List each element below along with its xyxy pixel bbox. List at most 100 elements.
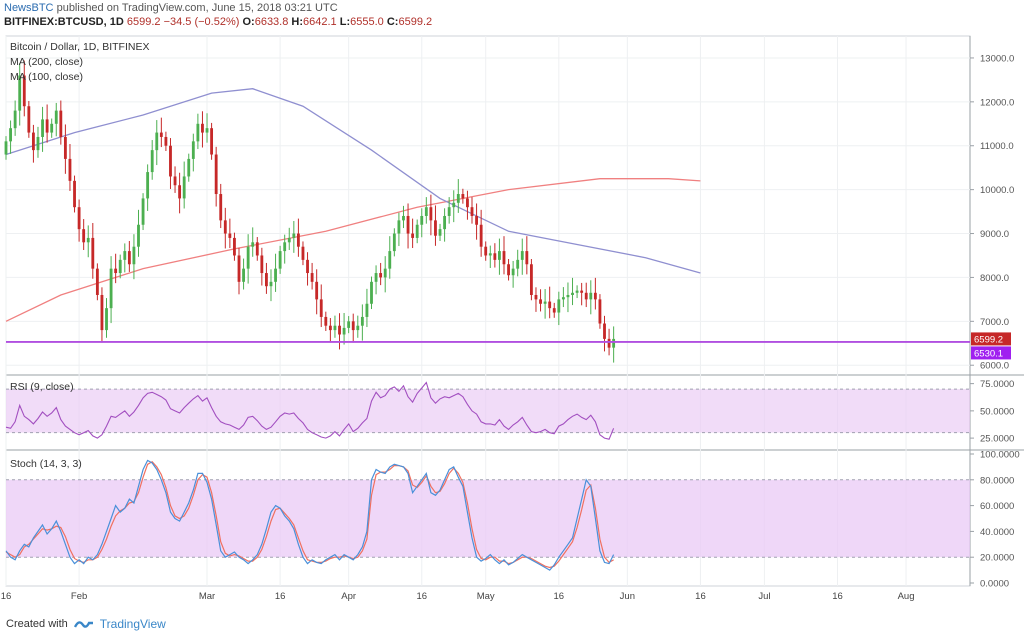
price-candle <box>18 62 22 126</box>
stoch-tick-label: 80.0000 <box>980 475 1014 486</box>
candle-body <box>123 251 127 260</box>
candle-body <box>356 325 360 331</box>
price-candle <box>392 228 396 257</box>
candle-body <box>82 229 86 243</box>
candle-body <box>402 215 405 221</box>
price-candle <box>228 218 232 249</box>
candle-body <box>164 136 168 146</box>
candle-body <box>41 119 44 137</box>
candle-body <box>443 215 447 230</box>
price-candle <box>118 254 122 279</box>
high-value: 6642.1 <box>303 16 337 28</box>
candle-body <box>575 290 579 293</box>
x-tick-label: Feb <box>71 591 87 602</box>
stoch-tick-label: 40.0000 <box>980 527 1014 538</box>
x-tick-label: Mar <box>199 591 215 602</box>
candle-body <box>54 110 58 124</box>
ticker-symbol: BITFINEX:BTCUSD, 1D <box>4 16 124 28</box>
close-value: 6599.2 <box>398 16 433 28</box>
price-candle <box>319 284 323 328</box>
price-candle <box>246 234 250 284</box>
candle-body <box>265 273 268 287</box>
price-candle <box>201 111 204 148</box>
tradingview-brand[interactable]: TradingView <box>99 617 166 631</box>
candle-body <box>155 132 159 151</box>
candle-body <box>269 281 273 287</box>
y-tick-label: 11000.0 <box>980 141 1014 152</box>
candle-body <box>360 316 364 326</box>
y-tick-label: 6000.0 <box>980 361 1009 372</box>
candle-body <box>424 207 428 216</box>
candle-body <box>561 297 565 300</box>
price-badge-label: 6530.1 <box>974 348 1003 359</box>
candle-body <box>479 224 483 247</box>
price-candle <box>575 285 579 299</box>
stoch-tick-label: 60.0000 <box>980 501 1014 512</box>
x-tick-label: 16 <box>832 591 843 602</box>
chart-canvas[interactable]: 16 Feb Mar 16 Apr 16 May 16 Jun 16 Jul 16 Aug 6000.0 7… <box>0 34 1024 608</box>
low-value: 6555.0 <box>350 16 384 28</box>
price-candle <box>109 256 113 324</box>
price-candle <box>187 153 191 182</box>
price-candle <box>233 232 236 261</box>
candle-body <box>406 215 410 234</box>
candle-body <box>520 251 524 260</box>
candle-body <box>338 325 341 335</box>
candle-body <box>45 119 49 133</box>
candle-body <box>488 253 492 256</box>
price-candle <box>415 219 419 244</box>
price-candle <box>292 221 296 253</box>
candle-body <box>50 123 54 133</box>
price-candle <box>561 287 565 308</box>
price-candle <box>127 240 131 272</box>
price-candle <box>324 311 328 331</box>
price-candle <box>429 194 433 236</box>
price-candle <box>479 209 483 257</box>
price-candle <box>447 197 451 224</box>
candle-body <box>210 128 214 155</box>
stoch-tick-label: 20.0000 <box>980 553 1014 564</box>
candle-body <box>182 176 186 199</box>
price-candle <box>59 100 63 145</box>
candle-body <box>242 268 245 282</box>
candle-body <box>392 233 396 252</box>
price-candle <box>484 241 488 261</box>
price-candle <box>132 234 136 280</box>
publisher-name[interactable]: NewsBTC <box>4 2 54 14</box>
candle-body <box>315 281 319 300</box>
price-candle <box>100 287 104 343</box>
candle-body <box>173 176 177 186</box>
candle-body <box>31 132 35 151</box>
candle-body <box>470 207 474 216</box>
candle-body <box>68 158 72 181</box>
candle-body <box>434 220 437 236</box>
price-candle <box>351 313 355 343</box>
y-tick-label: 13000.0 <box>980 53 1014 64</box>
candle-body <box>278 251 282 269</box>
candle-body <box>146 172 150 199</box>
candle-body <box>333 325 337 331</box>
candle-body <box>328 325 332 331</box>
y-tick-label: 7000.0 <box>980 317 1009 328</box>
price-candle <box>274 253 277 292</box>
price-chart-title: Bitcoin / Dollar, 1D, BITFINEX <box>10 41 149 53</box>
candle-body <box>447 207 451 216</box>
candle-body <box>251 242 255 247</box>
price-candle <box>123 243 127 273</box>
candle-body <box>13 110 17 129</box>
price-candle <box>452 190 456 223</box>
candle-body <box>548 301 552 309</box>
candle-body <box>502 251 506 265</box>
price-candle <box>603 315 606 352</box>
candle-body <box>255 242 259 256</box>
x-tick-label: 16 <box>554 591 565 602</box>
candle-body <box>466 198 469 208</box>
candle-body <box>114 268 118 274</box>
footer: Created with TradingView <box>6 617 166 631</box>
price-candle <box>137 209 140 257</box>
candle-body <box>223 220 227 234</box>
price-candle <box>41 106 44 152</box>
candle-body <box>603 323 606 339</box>
candle-body <box>201 123 204 133</box>
candle-body <box>105 308 108 331</box>
